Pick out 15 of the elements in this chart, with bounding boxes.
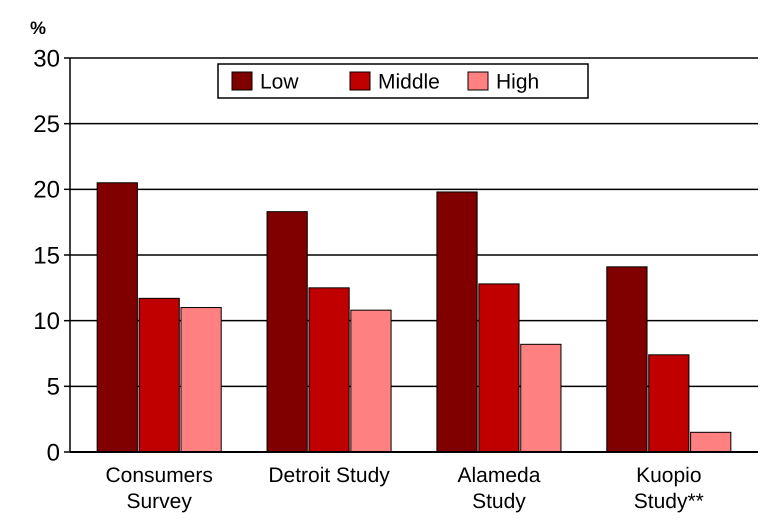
legend-label: High [496, 70, 540, 94]
legend-label: Low [260, 70, 300, 94]
y-tick-label: 5 [46, 374, 60, 401]
y-tick-label: 15 [33, 242, 60, 270]
y-tick-label: 0 [46, 439, 60, 466]
x-tick-label: Consumers Survey [106, 464, 213, 513]
y-tick-label: 20 [33, 176, 60, 204]
x-tick-label: Alameda Study [457, 464, 541, 513]
x-tick-label: Detroit Study [268, 464, 390, 487]
legend-label: Middle [378, 70, 440, 94]
y-tick-label: 10 [33, 308, 60, 336]
y-tick-label: 25 [33, 111, 60, 138]
x-tick-label: Kuopio Study** [634, 464, 704, 513]
y-axis-title: % [30, 18, 46, 38]
y-tick-label: 30 [33, 45, 60, 72]
